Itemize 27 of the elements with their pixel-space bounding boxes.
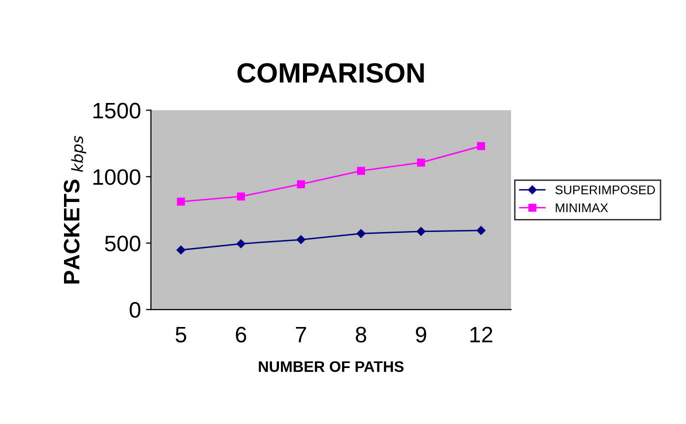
point [236, 192, 245, 200]
x-tick-label: 8 [356, 326, 366, 343]
legend-label: SUPERIMPOSED [555, 185, 655, 194]
x-tick-label: 5 [176, 327, 186, 343]
y-tick-label: 1500 [93, 102, 140, 119]
point [416, 226, 426, 236]
point [296, 180, 305, 188]
x-tick-label: 7 [296, 327, 306, 342]
point [477, 142, 486, 150]
point [417, 158, 426, 167]
x-tick-label: 9 [416, 326, 426, 343]
point [296, 235, 306, 244]
y-tick-label: 0 [130, 302, 140, 318]
legend-label: MINIMAX [556, 204, 608, 212]
point [356, 229, 366, 238]
x-tick-label: 6 [236, 326, 246, 343]
point [357, 166, 365, 175]
point [236, 239, 246, 248]
point [176, 246, 186, 254]
chart-title: COMPARISON [237, 63, 424, 83]
y-tick-label: 500 [105, 236, 140, 252]
point [476, 226, 486, 235]
y-tick-label: 1000 [93, 169, 140, 185]
y-axis-title: PACKETS $_{kbps}$ [64, 136, 86, 284]
x-axis-title: NUMBER OF PATHS [258, 361, 404, 372]
point [176, 198, 185, 206]
x-tick-label: 12 [470, 326, 492, 342]
